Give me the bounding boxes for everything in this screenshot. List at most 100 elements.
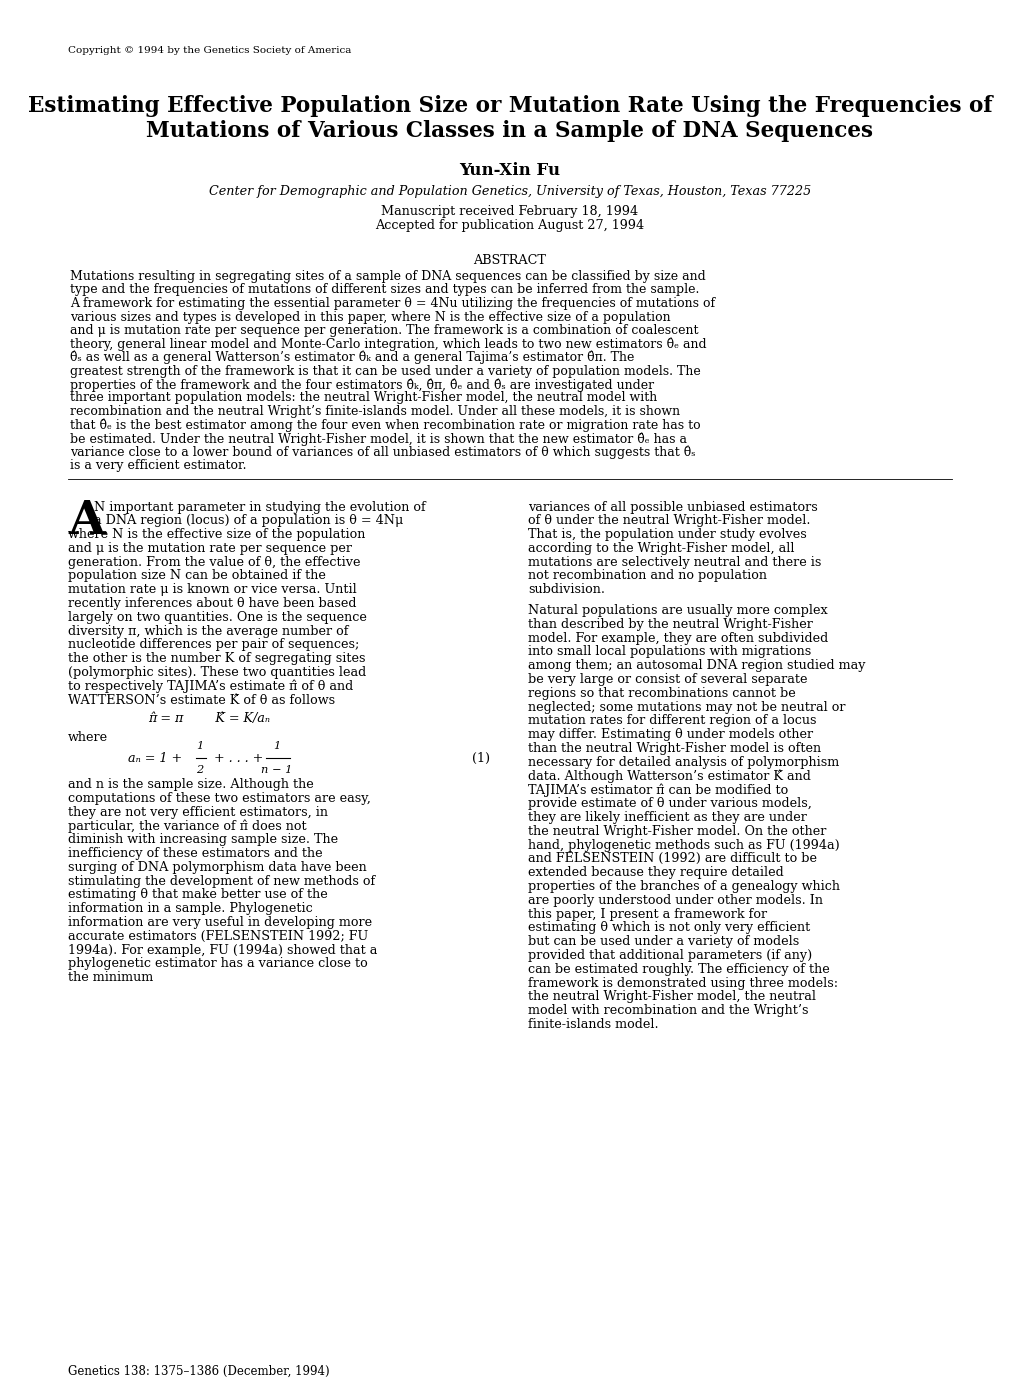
Text: recently inferences about θ have been based: recently inferences about θ have been ba…: [68, 597, 357, 610]
Text: than described by the neutral Wright-Fisher: than described by the neutral Wright-Fis…: [528, 618, 812, 631]
Text: Manuscript received February 18, 1994: Manuscript received February 18, 1994: [381, 205, 638, 218]
Text: 1: 1: [197, 741, 204, 751]
Text: diminish with increasing sample size. The: diminish with increasing sample size. Th…: [68, 833, 337, 847]
Text: properties of the framework and the four estimators θ̂ₖ, θ̂π, θ̂ₑ and θ̂ₛ are in: properties of the framework and the four…: [70, 378, 653, 392]
Text: not recombination and no population: not recombination and no population: [528, 569, 766, 583]
Text: + . . . +: + . . . +: [210, 752, 267, 764]
Text: A: A: [68, 498, 105, 544]
Text: (1): (1): [472, 752, 489, 764]
Text: Accepted for publication August 27, 1994: Accepted for publication August 27, 1994: [375, 219, 644, 232]
Text: is a very efficient estimator.: is a very efficient estimator.: [70, 459, 247, 472]
Text: Genetics 138: 1375–1386 (December, 1994): Genetics 138: 1375–1386 (December, 1994): [68, 1364, 329, 1378]
Text: Estimating Effective Population Size or Mutation Rate Using the Frequencies of: Estimating Effective Population Size or …: [28, 95, 991, 117]
Text: and μ is the mutation rate per sequence per: and μ is the mutation rate per sequence …: [68, 541, 352, 555]
Text: but can be used under a variety of models: but can be used under a variety of model…: [528, 935, 799, 949]
Text: be estimated. Under the neutral Wright-Fisher model, it is shown that the new es: be estimated. Under the neutral Wright-F…: [70, 432, 687, 445]
Text: of θ under the neutral Wright-Fisher model.: of θ under the neutral Wright-Fisher mod…: [528, 515, 810, 527]
Text: the other is the number K of segregating sites: the other is the number K of segregating…: [68, 653, 365, 665]
Text: are poorly understood under other models. In: are poorly understood under other models…: [528, 894, 822, 907]
Text: model with recombination and the Wright’s: model with recombination and the Wright’…: [528, 1004, 808, 1017]
Text: π̂ = π        K̂ = K/aₙ: π̂ = π K̂ = K/aₙ: [148, 713, 270, 725]
Text: Yun-Xin Fu: Yun-Xin Fu: [459, 162, 560, 179]
Text: data. Although Watterson’s estimator K̂ and: data. Although Watterson’s estimator K̂ …: [528, 770, 810, 783]
Text: information are very useful in developing more: information are very useful in developin…: [68, 917, 372, 929]
Text: Mutations of Various Classes in a Sample of DNA Sequences: Mutations of Various Classes in a Sample…: [147, 120, 872, 142]
Text: particular, the variance of π̂ does not: particular, the variance of π̂ does not: [68, 819, 307, 833]
Text: be very large or consist of several separate: be very large or consist of several sepa…: [528, 672, 807, 686]
Text: diversity π, which is the average number of: diversity π, which is the average number…: [68, 625, 348, 638]
Text: framework is demonstrated using three models:: framework is demonstrated using three mo…: [528, 976, 838, 989]
Text: information in a sample. Phylogenetic: information in a sample. Phylogenetic: [68, 903, 313, 915]
Text: they are not very efficient estimators, in: they are not very efficient estimators, …: [68, 806, 328, 819]
Text: generation. From the value of θ, the effective: generation. From the value of θ, the eff…: [68, 555, 360, 569]
Text: nucleotide differences per pair of sequences;: nucleotide differences per pair of seque…: [68, 639, 359, 651]
Text: mutation rates for different region of a locus: mutation rates for different region of a…: [528, 714, 815, 727]
Text: neglected; some mutations may not be neutral or: neglected; some mutations may not be neu…: [528, 700, 845, 714]
Text: may differ. Estimating θ under models other: may differ. Estimating θ under models ot…: [528, 728, 812, 741]
Text: provided that additional parameters (if any): provided that additional parameters (if …: [528, 949, 811, 963]
Text: than the neutral Wright-Fisher model is often: than the neutral Wright-Fisher model is …: [528, 742, 820, 755]
Text: type and the frequencies of mutations of different sizes and types can be inferr: type and the frequencies of mutations of…: [70, 283, 699, 297]
Text: the minimum: the minimum: [68, 971, 153, 985]
Text: where N is the effective size of the population: where N is the effective size of the pop…: [68, 529, 365, 541]
Text: That is, the population under study evolves: That is, the population under study evol…: [528, 529, 806, 541]
Text: and FELSENSTEIN (1992) are difficult to be: and FELSENSTEIN (1992) are difficult to …: [528, 852, 816, 865]
Text: variance close to a lower bound of variances of all unbiased estimators of θ whi: variance close to a lower bound of varia…: [70, 445, 695, 459]
Text: Copyright © 1994 by the Genetics Society of America: Copyright © 1994 by the Genetics Society…: [68, 46, 351, 54]
Text: according to the Wright-Fisher model, all: according to the Wright-Fisher model, al…: [528, 541, 794, 555]
Text: variances of all possible unbiased estimators: variances of all possible unbiased estim…: [528, 501, 817, 513]
Text: where: where: [68, 731, 108, 745]
Text: computations of these two estimators are easy,: computations of these two estimators are…: [68, 792, 371, 805]
Text: regions so that recombinations cannot be: regions so that recombinations cannot be: [528, 686, 795, 700]
Text: a DNA region (locus) of a population is θ = 4Nμ: a DNA region (locus) of a population is …: [94, 515, 403, 527]
Text: mutation rate μ is known or vice versa. Until: mutation rate μ is known or vice versa. …: [68, 583, 357, 596]
Text: Center for Demographic and Population Genetics, University of Texas, Houston, Te: Center for Demographic and Population Ge…: [209, 186, 810, 198]
Text: properties of the branches of a genealogy which: properties of the branches of a genealog…: [528, 880, 840, 893]
Text: N important parameter in studying the evolution of: N important parameter in studying the ev…: [94, 501, 425, 513]
Text: recombination and the neutral Wright’s finite-islands model. Under all these mod: recombination and the neutral Wright’s f…: [70, 405, 680, 418]
Text: phylogenetic estimator has a variance close to: phylogenetic estimator has a variance cl…: [68, 957, 368, 971]
Text: they are likely inefficient as they are under: they are likely inefficient as they are …: [528, 810, 806, 824]
Text: largely on two quantities. One is the sequence: largely on two quantities. One is the se…: [68, 611, 367, 624]
Text: and μ is mutation rate per sequence per generation. The framework is a combinati: and μ is mutation rate per sequence per …: [70, 324, 698, 338]
Text: Mutations resulting in segregating sites of a sample of DNA sequences can be cla: Mutations resulting in segregating sites…: [70, 271, 705, 283]
Text: A framework for estimating the essential parameter θ = 4Nu utilizing the frequen: A framework for estimating the essential…: [70, 297, 714, 310]
Text: surging of DNA polymorphism data have been: surging of DNA polymorphism data have be…: [68, 861, 367, 873]
Text: the neutral Wright-Fisher model, the neutral: the neutral Wright-Fisher model, the neu…: [528, 990, 815, 1003]
Text: 2: 2: [197, 764, 204, 776]
Text: finite-islands model.: finite-islands model.: [528, 1018, 658, 1031]
Text: to respectively TAJIMA’s estimate π̂ of θ and: to respectively TAJIMA’s estimate π̂ of …: [68, 679, 353, 693]
Text: various sizes and types is developed in this paper, where N is the effective siz: various sizes and types is developed in …: [70, 311, 669, 324]
Text: 1994a). For example, FU (1994a) showed that a: 1994a). For example, FU (1994a) showed t…: [68, 943, 377, 957]
Text: ABSTRACT: ABSTRACT: [473, 254, 546, 266]
Text: extended because they require detailed: extended because they require detailed: [528, 866, 783, 879]
Text: that θ̂ₑ is the best estimator among the four even when recombination rate or mi: that θ̂ₑ is the best estimator among the…: [70, 418, 700, 432]
Text: WATTERSON’s estimate K̂ of θ as follows: WATTERSON’s estimate K̂ of θ as follows: [68, 693, 335, 707]
Text: n − 1: n − 1: [261, 764, 292, 776]
Text: mutations are selectively neutral and there is: mutations are selectively neutral and th…: [528, 555, 820, 569]
Text: TAJIMA’s estimator π̂ can be modified to: TAJIMA’s estimator π̂ can be modified to: [528, 784, 788, 797]
Text: can be estimated roughly. The efficiency of the: can be estimated roughly. The efficiency…: [528, 963, 828, 975]
Text: accurate estimators (FELSENSTEIN 1992; FU: accurate estimators (FELSENSTEIN 1992; F…: [68, 930, 368, 943]
Text: theory, general linear model and Monte-Carlo integration, which leads to two new: theory, general linear model and Monte-C…: [70, 338, 706, 352]
Text: Natural populations are usually more complex: Natural populations are usually more com…: [528, 604, 827, 617]
Text: estimating θ that make better use of the: estimating θ that make better use of the: [68, 889, 327, 901]
Text: among them; an autosomal DNA region studied may: among them; an autosomal DNA region stud…: [528, 660, 865, 672]
Text: stimulating the development of new methods of: stimulating the development of new metho…: [68, 875, 375, 887]
Text: three important population models: the neutral Wright-Fisher model, the neutral : three important population models: the n…: [70, 392, 656, 405]
Text: 1: 1: [273, 741, 280, 751]
Text: into small local populations with migrations: into small local populations with migrat…: [528, 646, 810, 658]
Text: necessary for detailed analysis of polymorphism: necessary for detailed analysis of polym…: [528, 756, 839, 769]
Text: and n is the sample size. Although the: and n is the sample size. Although the: [68, 778, 314, 791]
Text: inefficiency of these estimators and the: inefficiency of these estimators and the: [68, 847, 322, 861]
Text: greatest strength of the framework is that it can be used under a variety of pop: greatest strength of the framework is th…: [70, 364, 700, 378]
Text: estimating θ which is not only very efficient: estimating θ which is not only very effi…: [528, 922, 809, 935]
Text: (polymorphic sites). These two quantities lead: (polymorphic sites). These two quantitie…: [68, 665, 366, 679]
Text: this paper, I present a framework for: this paper, I present a framework for: [528, 908, 766, 921]
Text: the neutral Wright-Fisher model. On the other: the neutral Wright-Fisher model. On the …: [528, 824, 825, 838]
Text: population size N can be obtained if the: population size N can be obtained if the: [68, 569, 325, 583]
Text: subdivision.: subdivision.: [528, 583, 604, 596]
Text: model. For example, they are often subdivided: model. For example, they are often subdi…: [528, 632, 827, 644]
Text: provide estimate of θ under various models,: provide estimate of θ under various mode…: [528, 797, 811, 810]
Text: aₙ = 1 +: aₙ = 1 +: [127, 752, 182, 764]
